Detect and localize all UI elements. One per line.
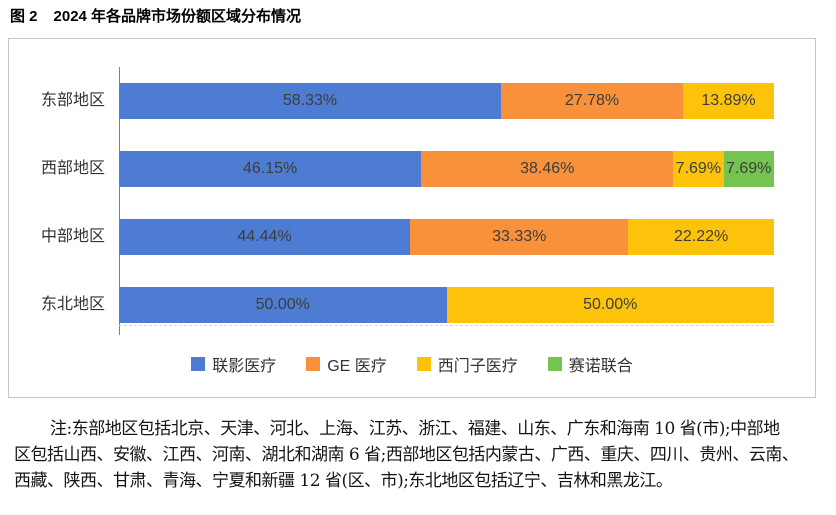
category-label: 中部地区 xyxy=(40,228,105,245)
legend-label: 联影医疗 xyxy=(212,358,277,375)
chart-bar-row: 中部地区 44.44% 33.33% 22.22% xyxy=(9,219,815,255)
bar-track: 58.33% 27.78% 13.89% xyxy=(119,83,774,119)
legend-label: 赛诺联合 xyxy=(568,358,633,375)
legend-item: 联影医疗 xyxy=(191,352,276,376)
bar-track: 50.00% 50.00% xyxy=(119,287,774,323)
bar-segment: 33.33% xyxy=(410,219,629,255)
legend-swatch-icon xyxy=(547,357,562,371)
bar-segment: 27.78% xyxy=(501,83,683,119)
bar-track: 46.15% 38.46% 7.69% 7.69% xyxy=(119,151,774,187)
legend-label: GE 医疗 xyxy=(327,358,387,375)
bar-value-label: 22.22% xyxy=(674,228,729,245)
bar-value-label: 46.15% xyxy=(243,160,298,177)
bar-segment: 22.22% xyxy=(628,219,774,255)
bar-value-label: 38.46% xyxy=(520,160,575,177)
chart-legend: 联影医疗 GE 医疗 西门子医疗 赛诺联合 xyxy=(9,352,815,376)
legend-item: 西门子医疗 xyxy=(416,352,518,376)
bar-segment: 13.89% xyxy=(683,83,774,119)
bar-segment: 7.69% xyxy=(723,151,774,187)
chart-container: 东部地区 58.33% 27.78% 13.89% 西部地区 46.15% 38.46% 7.… xyxy=(8,38,816,398)
bar-value-label: 7.69% xyxy=(675,160,722,177)
category-label: 东北地区 xyxy=(40,296,105,313)
bar-value-label: 50.00% xyxy=(255,296,310,313)
figure-number-label: 图 2 xyxy=(10,8,38,25)
legend-item: GE 医疗 xyxy=(306,352,387,376)
footnote-line: 区包括山西、安徽、江西、河南、湖北和湖南 6 省;西部地区包括内蒙古、广西、重庆… xyxy=(14,445,799,465)
figure-title: 图 2 2024 年各品牌市场份额区域分布情况 xyxy=(10,5,301,26)
bar-segment: 38.46% xyxy=(421,151,674,187)
category-label: 西部地区 xyxy=(40,160,105,177)
bar-segment: 7.69% xyxy=(673,151,724,187)
y-axis-line xyxy=(119,67,120,335)
bar-track: 44.44% 33.33% 22.22% xyxy=(119,219,774,255)
legend-swatch-icon xyxy=(306,357,321,371)
bar-value-label: 7.69% xyxy=(726,160,772,177)
footnote: 注:东部地区包括北京、天津、河北、上海、江苏、浙江、福建、山东、广东和海南 10… xyxy=(14,416,824,494)
chart-bar-row: 西部地区 46.15% 38.46% 7.69% 7.69% xyxy=(9,151,815,187)
bar-segment: 50.00% xyxy=(119,287,447,323)
bar-value-label: 27.78% xyxy=(564,92,620,109)
chart-bar-row: 东部地区 58.33% 27.78% 13.89% xyxy=(9,83,815,119)
footnote-line: 西藏、陕西、甘肃、青海、宁夏和新疆 12 省(区、市);东北地区包括辽宁、吉林和… xyxy=(14,471,673,491)
bar-segment: 46.15% xyxy=(119,151,422,187)
footnote-line: 注:东部地区包括北京、天津、河北、上海、江苏、浙江、福建、山东、广东和海南 10… xyxy=(50,419,780,439)
bar-value-label: 44.44% xyxy=(237,228,292,245)
bar-value-label: 50.00% xyxy=(583,296,638,313)
figure-title-text: 2024 年各品牌市场份额区域分布情况 xyxy=(53,8,302,25)
bar-value-label: 33.33% xyxy=(492,228,547,245)
x-axis-baseline xyxy=(119,325,774,326)
legend-item: 赛诺联合 xyxy=(547,352,633,376)
bar-segment: 44.44% xyxy=(119,219,411,255)
chart-bar-row: 东北地区 50.00% 50.00% xyxy=(9,287,815,323)
bar-segment: 58.33% xyxy=(119,83,502,119)
legend-swatch-icon xyxy=(191,357,206,371)
bar-segment: 50.00% xyxy=(446,287,774,323)
category-label: 东部地区 xyxy=(40,92,105,109)
legend-label: 西门子医疗 xyxy=(437,358,518,375)
bar-value-label: 58.33% xyxy=(282,92,338,109)
bar-value-label: 13.89% xyxy=(701,92,756,109)
legend-swatch-icon xyxy=(416,357,431,371)
